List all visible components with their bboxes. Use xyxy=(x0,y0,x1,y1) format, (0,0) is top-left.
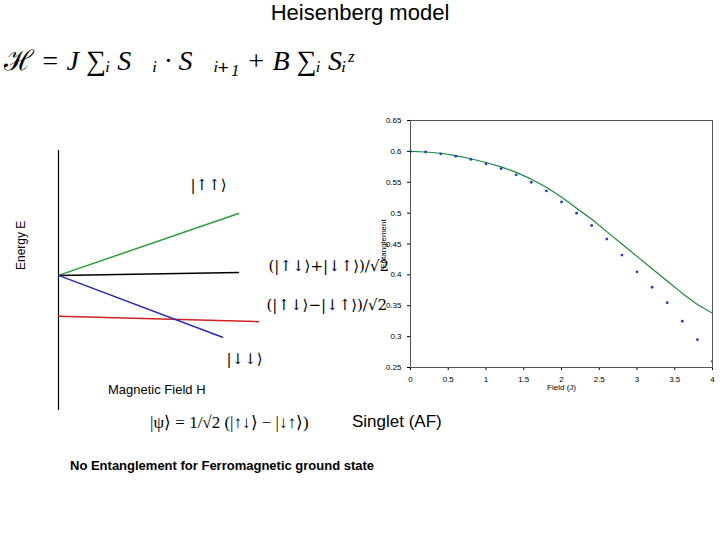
svg-text:0.6: 0.6 xyxy=(390,147,402,156)
html-text:ℋ = J ∑ᵢ S⃗ᵢ · S⃗ᵢ₊₁ + B ∑ᵢ Sᵢ: ℋ = J ∑ᵢ S⃗ᵢ · S⃗ᵢ₊₁ + B ∑ᵢ Sᵢᶻ xyxy=(4,45,354,76)
svg-text:1: 1 xyxy=(484,375,489,384)
svg-text:0.5: 0.5 xyxy=(443,375,455,384)
html-text:Energy E: Energy E xyxy=(14,220,28,270)
svg-text:2.5: 2.5 xyxy=(594,375,606,384)
svg-text:0.65: 0.65 xyxy=(386,116,402,125)
svg-text:3: 3 xyxy=(635,375,640,384)
svg-text:0.5: 0.5 xyxy=(390,209,402,218)
svg-text:|↓↓⟩: |↓↓⟩ xyxy=(227,350,263,368)
svg-text:0.35: 0.35 xyxy=(386,301,402,310)
svg-text:0.4: 0.4 xyxy=(390,270,402,279)
svg-text:Field (J): Field (J) xyxy=(547,383,576,392)
svg-text:|↑↑⟩: |↑↑⟩ xyxy=(190,176,226,194)
html-text:|ψ⟩ = 1/√2 (|↑↓⟩ − |↓↑⟩): |ψ⟩ = 1/√2 (|↑↓⟩ − |↓↑⟩) xyxy=(150,413,309,432)
svg-text:0.3: 0.3 xyxy=(390,332,402,341)
html-text:Magnetic Field H: Magnetic Field H xyxy=(108,382,206,397)
html-text:Heisenberg model: Heisenberg model xyxy=(270,0,450,25)
svg-text:0.45: 0.45 xyxy=(386,240,402,249)
svg-text:1.5: 1.5 xyxy=(518,375,530,384)
html-text:No Entanglement for Ferromagne: No Entanglement for Ferromagnetic ground… xyxy=(70,458,375,473)
svg-text:2: 2 xyxy=(559,375,564,385)
svg-text:0.25: 0.25 xyxy=(386,363,402,372)
svg-text:(|↑↓⟩+|↓↑⟩)/√2: (|↑↓⟩+|↓↑⟩)/√2 xyxy=(269,257,390,275)
svg-text:0.55: 0.55 xyxy=(386,178,402,187)
svg-text:4: 4 xyxy=(710,375,715,384)
svg-text:Entanglement: Entanglement xyxy=(379,219,388,269)
svg-text:3.5: 3.5 xyxy=(669,375,681,384)
svg-text:(|↑↓⟩−|↓↑⟩)/√2: (|↑↓⟩−|↓↑⟩)/√2 xyxy=(267,296,388,314)
html-text:Singlet (AF): Singlet (AF) xyxy=(352,412,442,431)
svg-text:0: 0 xyxy=(408,375,413,384)
